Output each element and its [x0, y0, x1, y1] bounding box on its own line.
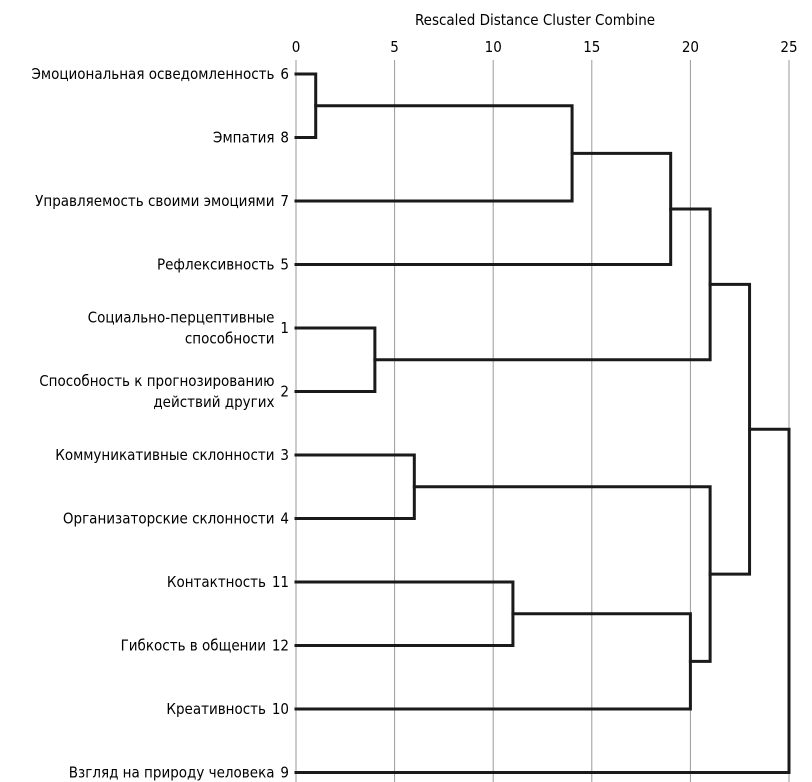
merge-link [294, 453, 416, 520]
gridlines [295, 60, 790, 782]
leaf-number: 9 [280, 764, 289, 782]
leaf-label: Управляемость своими эмоциями [35, 192, 274, 210]
x-tick-label: 25 [780, 38, 797, 56]
leaf-label: Гибкость в общении [121, 637, 266, 655]
leaf-label: Способность к прогнозированию [39, 372, 274, 390]
merge-link [294, 104, 574, 203]
merge-link [708, 282, 752, 576]
merge-link [294, 151, 673, 266]
merge-link [294, 72, 318, 139]
x-tick-label: 20 [682, 38, 699, 56]
chart-title: Rescaled Distance Cluster Combine [415, 11, 655, 29]
leaf-label: Социально-перцептивные [88, 309, 275, 327]
merge-link [373, 207, 712, 362]
x-tick-label: 5 [390, 38, 399, 56]
leaf-number: 2 [280, 383, 289, 401]
leaf-number: 11 [272, 573, 289, 591]
merge-link [294, 326, 377, 393]
leaf-number: 3 [280, 446, 289, 464]
leaf-number: 4 [280, 510, 289, 528]
x-tick-label: 10 [485, 38, 502, 56]
leaf-label: Рефлексивность [157, 256, 275, 274]
leaf-label: Организаторские склонности [63, 510, 275, 528]
leaf-label: Эмпатия [213, 129, 274, 147]
leaf-label: Креативность [166, 700, 266, 718]
leaf-number: 12 [272, 637, 289, 655]
leaf-labels: 6 Эмоциональная осведомленность 8 Эмпатия 7У… [31, 65, 289, 782]
leaf-number: 10 [272, 700, 289, 718]
merge-link [294, 427, 791, 774]
leaf-number: 6 [280, 65, 289, 83]
leaf-number: 1 [280, 319, 289, 337]
dendrogram-links [294, 72, 791, 774]
leaf-label: способности [185, 330, 275, 348]
leaf-number: 5 [280, 256, 289, 274]
leaf-label: Взгляд на природу человека [69, 764, 275, 782]
leaf-number: 7 [280, 192, 289, 210]
x-tick-label: 15 [583, 38, 600, 56]
leaf-label: Эмоциональная осведомленность [31, 65, 274, 83]
merge-link [412, 485, 712, 663]
x-axis-ticks: 0 5 10 15 20 25 [292, 38, 798, 56]
merge-link [294, 580, 515, 647]
x-tick-label: 0 [292, 38, 301, 56]
leaf-label: действий других [153, 393, 274, 411]
leaf-number: 8 [280, 129, 289, 147]
leaf-label: Коммуникативные склонности [55, 446, 274, 464]
leaf-label: Контактность [167, 573, 266, 591]
